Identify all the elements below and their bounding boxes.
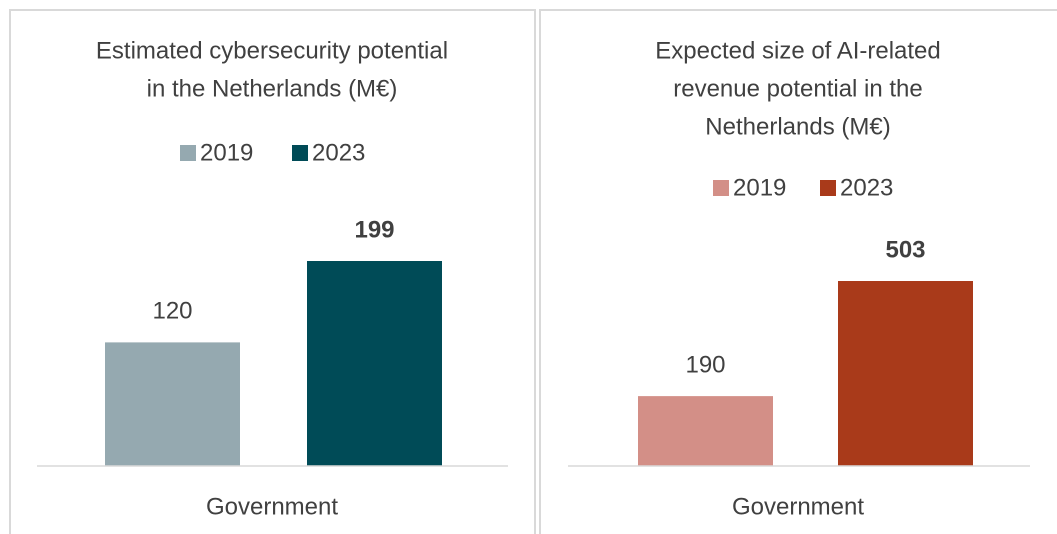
legend-label: 2019 <box>200 139 253 166</box>
data-label: 199 <box>354 216 394 243</box>
chart-title: in the Netherlands (M€) <box>147 75 398 102</box>
bar <box>638 396 773 466</box>
data-label: 120 <box>152 298 192 325</box>
bar <box>105 342 240 466</box>
data-label: 190 <box>685 351 725 378</box>
chart-title: Netherlands (M€) <box>705 113 890 140</box>
chart-title: revenue potential in the <box>673 75 923 102</box>
legend-label: 2019 <box>733 174 786 201</box>
chart-title: Expected size of AI-related <box>655 37 941 64</box>
x-tick-label: Government <box>732 493 864 520</box>
legend-label: 2023 <box>840 174 893 201</box>
legend-swatch <box>180 145 196 161</box>
panel-border <box>9 9 536 534</box>
chart-title: Estimated cybersecurity potential <box>96 37 448 64</box>
bar <box>838 281 973 466</box>
bar <box>307 261 442 466</box>
data-label: 503 <box>885 236 925 263</box>
legend-swatch <box>713 180 729 196</box>
legend-swatch <box>820 180 836 196</box>
legend-swatch <box>292 145 308 161</box>
panel-border <box>539 9 1057 534</box>
x-tick-label: Government <box>206 493 338 520</box>
legend-label: 2023 <box>312 139 365 166</box>
